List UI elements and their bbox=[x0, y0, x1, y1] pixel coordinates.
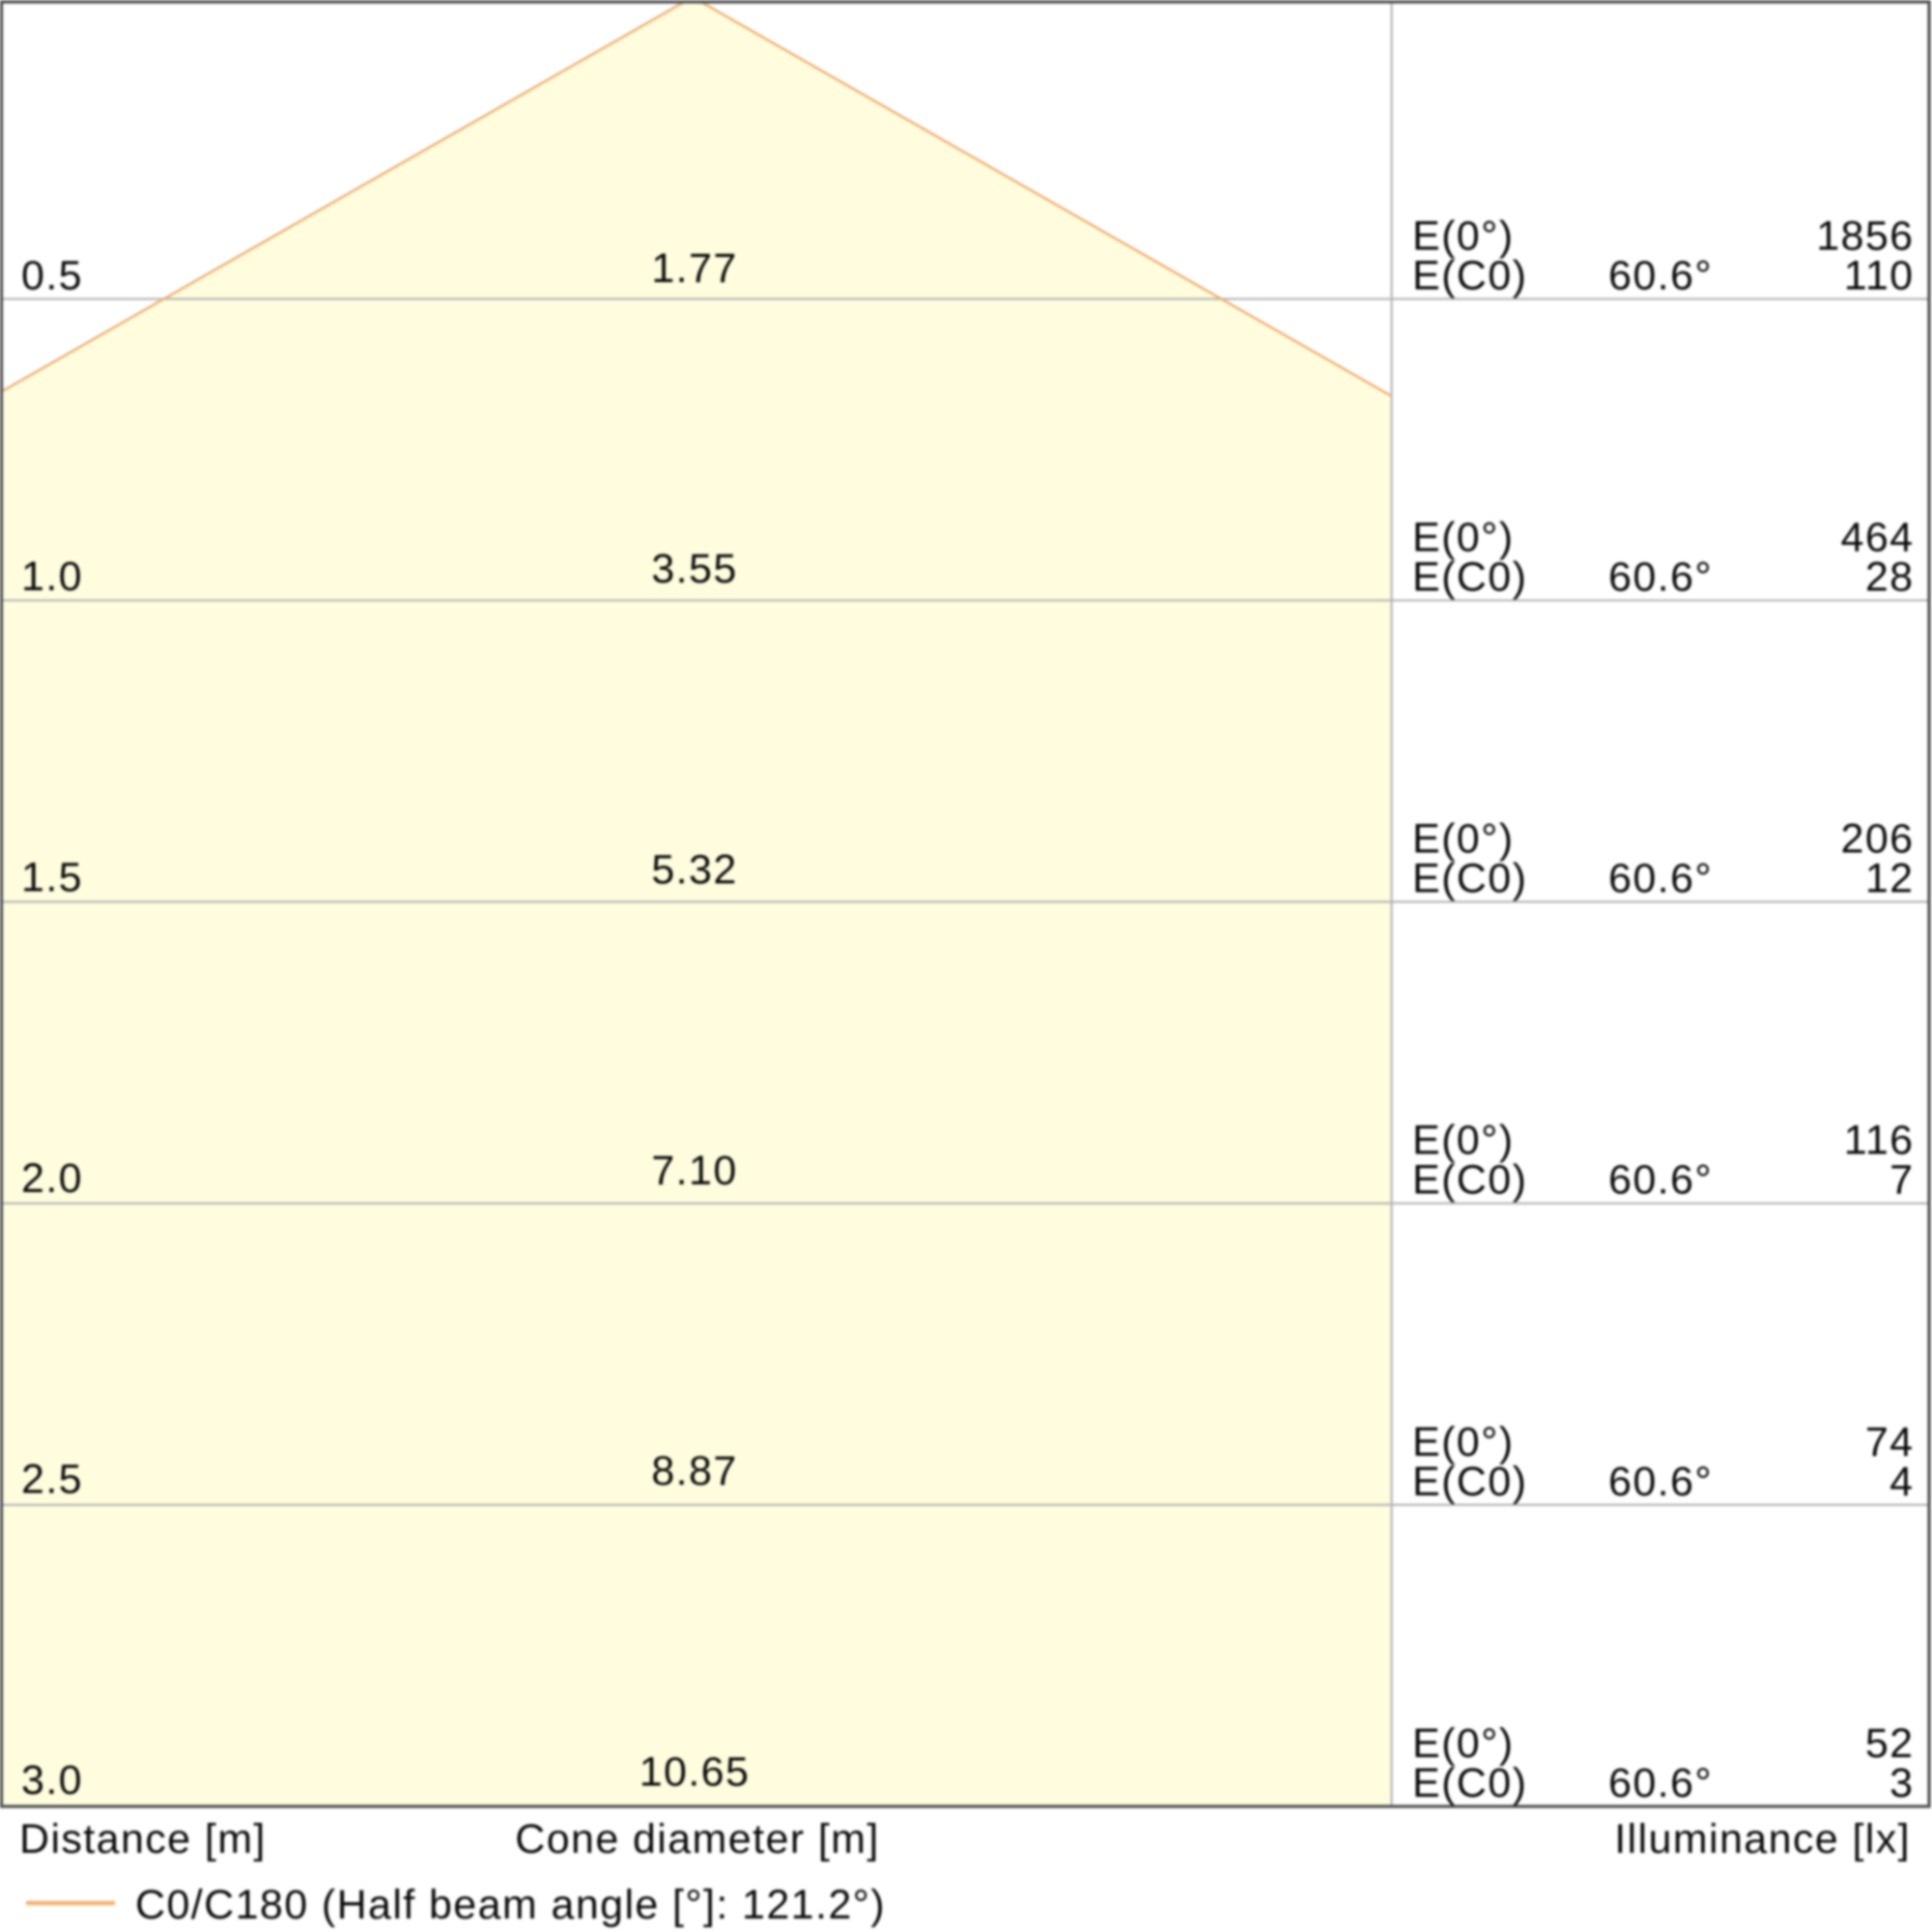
svg-text:E(0°): E(0°) bbox=[1412, 816, 1514, 863]
svg-text:E(0°): E(0°) bbox=[1412, 515, 1514, 561]
svg-text:5.32: 5.32 bbox=[651, 847, 737, 894]
svg-text:E(C0): E(C0) bbox=[1412, 1760, 1527, 1806]
svg-text:2.5: 2.5 bbox=[21, 1456, 83, 1502]
svg-text:8.87: 8.87 bbox=[651, 1448, 737, 1494]
svg-text:464: 464 bbox=[1841, 515, 1915, 561]
svg-text:Cone diameter [m]: Cone diameter [m] bbox=[515, 1816, 880, 1862]
svg-text:E(C0): E(C0) bbox=[1412, 1157, 1527, 1204]
svg-text:1856: 1856 bbox=[1816, 213, 1914, 259]
svg-text:E(0°): E(0°) bbox=[1412, 1118, 1514, 1164]
svg-text:E(C0): E(C0) bbox=[1412, 1459, 1527, 1505]
svg-text:3.0: 3.0 bbox=[21, 1757, 83, 1804]
svg-text:Illuminance [lx]: Illuminance [lx] bbox=[1614, 1816, 1911, 1862]
svg-text:7.10: 7.10 bbox=[651, 1148, 737, 1194]
svg-text:60.6°: 60.6° bbox=[1608, 1760, 1713, 1806]
svg-text:60.6°: 60.6° bbox=[1608, 856, 1713, 902]
svg-text:206: 206 bbox=[1841, 816, 1915, 863]
svg-text:Distance [m]: Distance [m] bbox=[19, 1816, 267, 1862]
svg-text:7: 7 bbox=[1889, 1157, 1914, 1204]
svg-text:60.6°: 60.6° bbox=[1608, 1459, 1713, 1505]
svg-text:3: 3 bbox=[1889, 1760, 1914, 1806]
svg-text:28: 28 bbox=[1865, 554, 1915, 601]
svg-text:1.0: 1.0 bbox=[21, 554, 83, 600]
svg-text:E(0°): E(0°) bbox=[1412, 1720, 1514, 1767]
svg-text:12: 12 bbox=[1865, 856, 1915, 902]
svg-text:60.6°: 60.6° bbox=[1608, 554, 1713, 601]
svg-text:60.6°: 60.6° bbox=[1608, 252, 1713, 298]
svg-text:10.65: 10.65 bbox=[639, 1748, 751, 1795]
svg-text:E(C0): E(C0) bbox=[1412, 554, 1527, 601]
svg-text:4: 4 bbox=[1889, 1459, 1914, 1505]
svg-text:E(0°): E(0°) bbox=[1412, 213, 1514, 259]
svg-text:C0/C180 (Half beam angle [°]:: C0/C180 (Half beam angle [°]: 121.2°) bbox=[135, 1882, 886, 1928]
svg-text:52: 52 bbox=[1865, 1720, 1915, 1767]
svg-text:116: 116 bbox=[1844, 1118, 1915, 1164]
svg-text:1.77: 1.77 bbox=[651, 245, 737, 292]
svg-text:60.6°: 60.6° bbox=[1608, 1157, 1713, 1204]
svg-text:1.5: 1.5 bbox=[21, 854, 83, 900]
svg-text:2.0: 2.0 bbox=[21, 1155, 83, 1202]
svg-text:0.5: 0.5 bbox=[21, 252, 83, 298]
svg-text:74: 74 bbox=[1865, 1419, 1915, 1465]
svg-text:110: 110 bbox=[1844, 252, 1915, 298]
svg-text:E(C0): E(C0) bbox=[1412, 252, 1527, 298]
svg-text:E(0°): E(0°) bbox=[1412, 1419, 1514, 1465]
svg-text:E(C0): E(C0) bbox=[1412, 856, 1527, 902]
svg-text:3.55: 3.55 bbox=[651, 546, 737, 592]
